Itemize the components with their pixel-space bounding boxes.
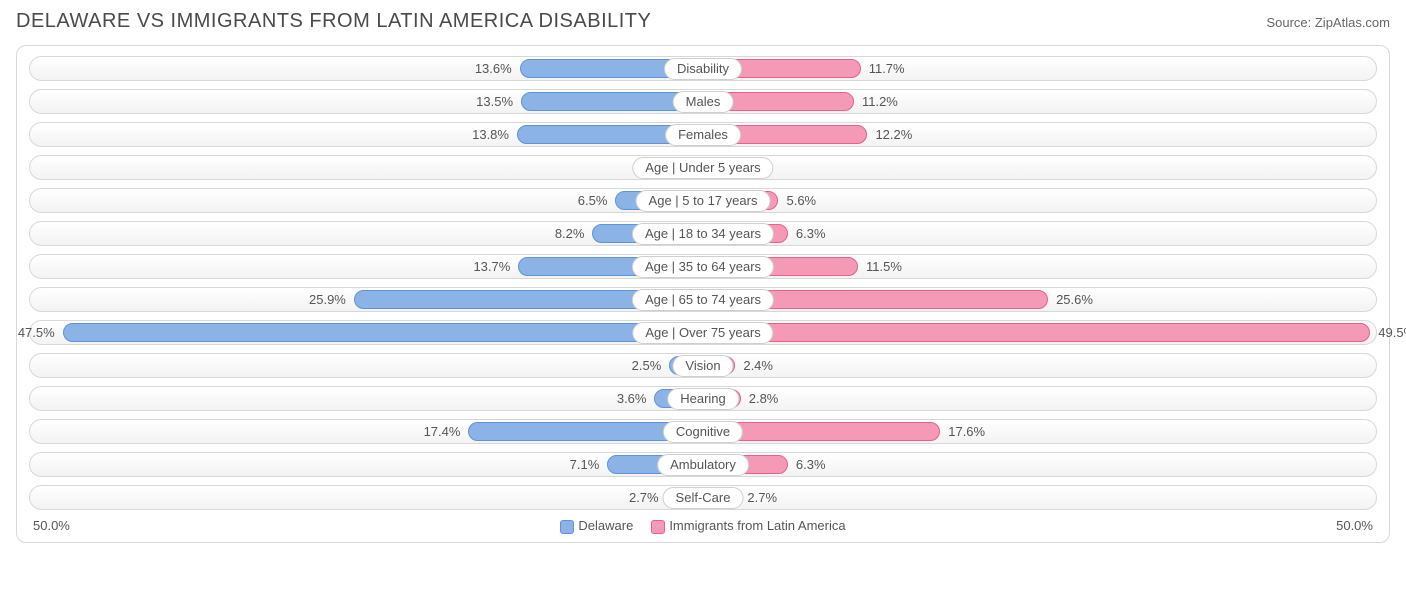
chart-row: 3.6% 2.8% Hearing <box>29 386 1377 411</box>
bar-left <box>63 323 703 342</box>
category-label: Females <box>665 124 741 146</box>
legend-swatch-left <box>560 520 574 534</box>
chart-row: 13.6% 11.7% Disability <box>29 56 1377 81</box>
category-label: Cognitive <box>663 421 743 443</box>
value-right: 11.7% <box>869 56 905 81</box>
source-attribution: Source: ZipAtlas.com <box>1266 15 1390 30</box>
chart-row: 13.5% 11.2% Males <box>29 89 1377 114</box>
chart-row: 25.9% 25.6% Age | 65 to 74 years <box>29 287 1377 312</box>
category-label: Disability <box>664 58 742 80</box>
value-left: 6.5% <box>578 188 608 213</box>
chart-row: 7.1% 6.3% Ambulatory <box>29 452 1377 477</box>
legend-label-left: Delaware <box>578 518 633 533</box>
category-label: Males <box>673 91 734 113</box>
axis-right-label: 50.0% <box>1336 518 1373 533</box>
value-left: 7.1% <box>570 452 600 477</box>
category-label: Ambulatory <box>657 454 749 476</box>
diverging-bar-chart: 13.6% 11.7% Disability 13.5% 11.2% Males 13.8%… <box>16 45 1390 543</box>
value-right: 2.8% <box>749 386 779 411</box>
value-left: 2.5% <box>632 353 662 378</box>
value-right: 2.7% <box>747 485 777 510</box>
category-label: Age | 18 to 34 years <box>632 223 774 245</box>
category-label: Age | Over 75 years <box>632 322 773 344</box>
value-left: 13.8% <box>472 122 509 147</box>
value-right: 25.6% <box>1056 287 1093 312</box>
bar-right <box>703 323 1370 342</box>
axis-left-label: 50.0% <box>33 518 70 533</box>
value-left: 2.7% <box>629 485 659 510</box>
category-label: Self-Care <box>663 487 744 509</box>
value-right: 49.5% <box>1378 320 1406 345</box>
legend-swatch-right <box>651 520 665 534</box>
chart-row: 13.7% 11.5% Age | 35 to 64 years <box>29 254 1377 279</box>
value-left: 25.9% <box>309 287 346 312</box>
value-right: 11.5% <box>866 254 902 279</box>
category-label: Age | 5 to 17 years <box>636 190 771 212</box>
value-left: 13.5% <box>476 89 513 114</box>
category-label: Age | 65 to 74 years <box>632 289 774 311</box>
value-right: 2.4% <box>743 353 773 378</box>
category-label: Age | 35 to 64 years <box>632 256 774 278</box>
value-left: 8.2% <box>555 221 585 246</box>
value-right: 17.6% <box>948 419 985 444</box>
value-right: 11.2% <box>862 89 898 114</box>
value-right: 6.3% <box>796 452 826 477</box>
legend-item-right: Immigrants from Latin America <box>651 518 845 534</box>
category-label: Hearing <box>667 388 739 410</box>
chart-row: 17.4% 17.6% Cognitive <box>29 419 1377 444</box>
chart-row: 13.8% 12.2% Females <box>29 122 1377 147</box>
category-label: Age | Under 5 years <box>632 157 773 179</box>
chart-row: 6.5% 5.6% Age | 5 to 17 years <box>29 188 1377 213</box>
source-name: ZipAtlas.com <box>1315 15 1390 30</box>
value-right: 12.2% <box>875 122 912 147</box>
value-right: 5.6% <box>786 188 816 213</box>
page-title: DELAWARE VS IMMIGRANTS FROM LATIN AMERIC… <box>16 10 651 33</box>
chart-row: 2.5% 2.4% Vision <box>29 353 1377 378</box>
value-left: 47.5% <box>18 320 55 345</box>
chart-row: 8.2% 6.3% Age | 18 to 34 years <box>29 221 1377 246</box>
legend: Delaware Immigrants from Latin America <box>560 518 845 534</box>
legend-label-right: Immigrants from Latin America <box>669 518 845 533</box>
chart-row: 1.5%1.2%Age | Under 5 years <box>29 155 1377 180</box>
chart-row: 2.7% 2.7%Self-Care <box>29 485 1377 510</box>
value-left: 13.7% <box>473 254 510 279</box>
chart-rows: 13.6% 11.7% Disability 13.5% 11.2% Males 13.8%… <box>29 56 1377 510</box>
source-prefix: Source: <box>1266 15 1314 30</box>
legend-item-left: Delaware <box>560 518 633 534</box>
value-left: 3.6% <box>617 386 647 411</box>
value-left: 17.4% <box>424 419 461 444</box>
category-label: Vision <box>672 355 733 377</box>
header: DELAWARE VS IMMIGRANTS FROM LATIN AMERIC… <box>16 10 1390 33</box>
value-right: 6.3% <box>796 221 826 246</box>
chart-row: 47.5%49.5%Age | Over 75 years <box>29 320 1377 345</box>
axis-row: 50.0% Delaware Immigrants from Latin Ame… <box>29 518 1377 534</box>
value-left: 13.6% <box>475 56 512 81</box>
